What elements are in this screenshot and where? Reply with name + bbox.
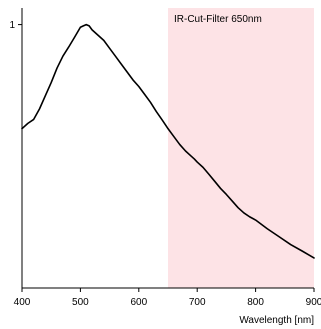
ir-cut-filter-label: IR-Cut-Filter 650nm: [174, 14, 262, 25]
x-tick-label-700: 700: [189, 297, 206, 308]
y-tick-label-1: 1: [9, 20, 15, 31]
x-tick-label-400: 400: [14, 297, 31, 308]
x-tick-label-900: 900: [306, 297, 321, 308]
series-line-1: [21, 23, 315, 259]
x-axis-title: Wavelength [nm]: [239, 315, 314, 326]
x-tick-label-500: 500: [72, 297, 89, 308]
x-tick-label-800: 800: [247, 297, 264, 308]
x-tick-label-600: 600: [130, 297, 147, 308]
ir-cut-filter-region: [168, 8, 314, 288]
